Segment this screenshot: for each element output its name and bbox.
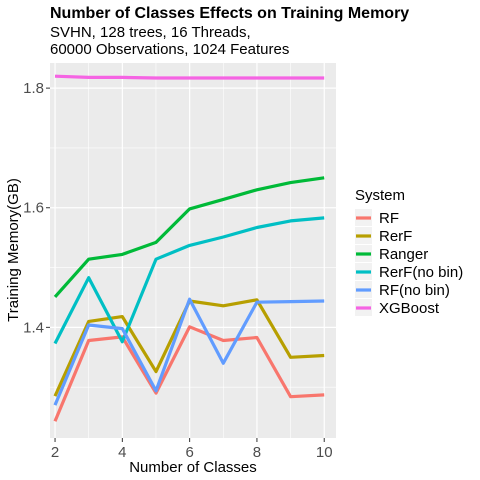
y-tick-label: 1.8: [23, 80, 44, 97]
x-tick-label: 10: [316, 444, 333, 461]
y-axis: 1.4 1.6 1.8: [23, 80, 50, 336]
y-tick-label: 1.4: [23, 319, 44, 336]
legend-label-rerf: RerF: [379, 228, 412, 245]
series-line-rerf-no-bin: [53, 216, 325, 345]
chart-title: Number of Classes Effects on Training Me…: [50, 5, 409, 22]
x-tick-label: 4: [118, 444, 126, 461]
y-axis-title: Training Memory(GB): [5, 178, 22, 322]
x-tick-label: 2: [51, 444, 59, 461]
series-line-xgboost: [54, 74, 325, 80]
legend-label-rf: RF: [379, 210, 399, 227]
legend-label-rerf-no-bin: RerF(no bin): [379, 264, 463, 281]
x-axis-title: Number of Classes: [129, 459, 257, 476]
series-line-rf-no-bin: [53, 297, 325, 406]
plot-panel: [50, 63, 336, 438]
legend-label-xgboost: XGBoost: [379, 300, 440, 317]
series-lines: [53, 74, 325, 422]
chart-subtitle-line-1: SVHN, 128 trees, 16 Threads,: [50, 24, 251, 41]
y-tick-label: 1.6: [23, 200, 44, 217]
legend-title: System: [355, 187, 405, 204]
x-tick-label: 6: [185, 444, 193, 461]
chart-subtitle-line-2: 60000 Observations, 1024 Features: [50, 41, 289, 58]
series-line-rf: [53, 325, 325, 422]
x-axis: 2 4 6 8 10: [51, 438, 333, 461]
legend-label-ranger: Ranger: [379, 246, 428, 263]
legend-label-rf-no-bin: RF(no bin): [379, 282, 450, 299]
x-tick-label: 8: [253, 444, 261, 461]
series-line-ranger: [53, 176, 325, 298]
